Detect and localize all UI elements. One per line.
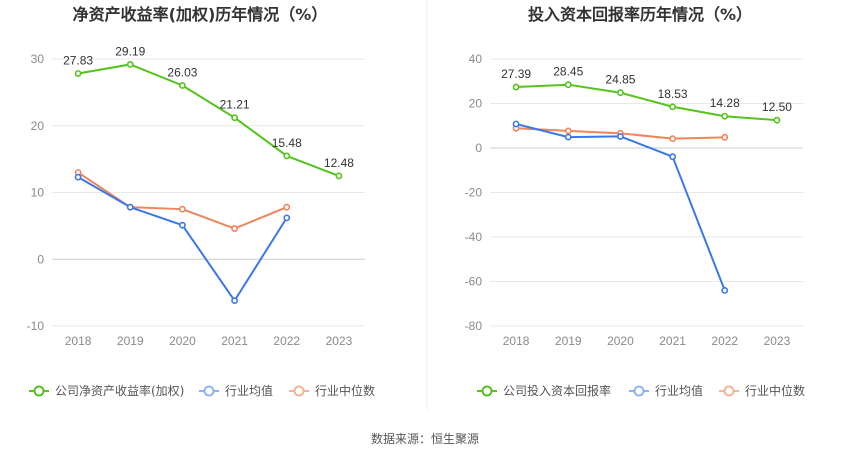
data-point: [283, 152, 291, 160]
legend-swatch-marker: [203, 385, 215, 397]
data-point: [669, 103, 676, 111]
legend-label: 行业均值: [225, 383, 273, 398]
legend-swatch-marker: [33, 385, 45, 397]
data-label: 12.50: [762, 100, 792, 114]
data-point: [179, 82, 186, 89]
legend-item-2[interactable]: 行业中位数: [719, 383, 805, 398]
x-tick-label: 2022: [711, 334, 738, 348]
data-point: [179, 205, 186, 213]
chart-title: 净资产收益率(加权)历年情况（%）: [73, 5, 328, 24]
data-label: 14.28: [710, 96, 740, 110]
x-tick-label: 2020: [169, 334, 196, 348]
data-point: [564, 81, 572, 89]
data-point: [721, 112, 729, 120]
legend-label: 行业均值: [655, 383, 703, 398]
data-point: [721, 133, 729, 141]
data-point: [283, 203, 291, 211]
legend-swatch-marker: [633, 385, 645, 397]
data-label: 21.21: [220, 98, 250, 112]
x-tick-label: 2022: [273, 334, 300, 348]
y-tick-label: -60: [465, 275, 483, 289]
y-tick-label: -80: [465, 319, 483, 333]
series-line-1: [515, 123, 726, 291]
legend-label: 公司投入资本回报率: [503, 383, 611, 398]
legend-label: 行业中位数: [315, 383, 375, 398]
data-point: [564, 127, 572, 135]
series-line-2: [77, 171, 288, 230]
y-tick-label: 40: [469, 52, 483, 66]
data-label: 18.53: [658, 87, 688, 101]
data-point: [126, 61, 134, 68]
data-point: [721, 286, 729, 294]
legend-item-2[interactable]: 行业中位数: [289, 383, 375, 398]
y-tick-label: 30: [31, 52, 45, 66]
data-label: 15.48: [272, 136, 302, 150]
y-tick-label: 0: [37, 252, 44, 266]
y-tick-label: -20: [465, 186, 483, 200]
data-label: 27.39: [501, 67, 531, 81]
x-tick-label: 2021: [221, 334, 248, 348]
y-tick-label: -40: [465, 230, 483, 244]
data-point: [773, 116, 781, 124]
y-tick-label: 10: [31, 186, 45, 200]
data-point: [74, 173, 82, 181]
data-source-note: 数据来源：恒生聚源: [371, 431, 479, 446]
data-point: [126, 203, 134, 211]
chart-roic: 投入资本回报率历年情况（%） 40 20 0 -20 -40 -60 -80 2018 2019 2…: [465, 5, 805, 398]
chart-title: 投入资本回报率历年情况（%）: [528, 5, 752, 24]
data-label: 29.19: [115, 44, 145, 58]
legend-swatch-marker: [481, 385, 493, 397]
data-point: [231, 225, 238, 232]
series-line-0: [77, 63, 340, 177]
data-point: [512, 120, 520, 128]
data-label: 26.03: [167, 65, 197, 79]
x-tick-label: 2018: [65, 334, 92, 348]
data-point: [335, 172, 343, 180]
data-label: 12.48: [324, 156, 354, 170]
legend-item-0[interactable]: 公司投入资本回报率: [477, 383, 611, 398]
data-label: 24.85: [605, 73, 635, 87]
x-tick-label: 2019: [555, 334, 582, 348]
legend-item-1[interactable]: 行业均值: [199, 383, 273, 398]
chart-roe: 净资产收益率(加权)历年情况（%） 30 20 10 0 -10 2018 2019 2020 2…: [27, 5, 375, 398]
legend-item-0[interactable]: 公司净资产收益率(加权): [29, 383, 184, 398]
data-label: 27.83: [63, 53, 93, 67]
y-tick-label: 20: [31, 119, 45, 133]
data-point: [231, 297, 238, 305]
data-label: 28.45: [553, 65, 583, 79]
x-tick-label: 2023: [326, 334, 353, 348]
data-point: [231, 114, 238, 122]
data-point: [74, 70, 82, 77]
data-point: [617, 89, 624, 97]
series-line-1: [77, 176, 288, 302]
data-point: [512, 83, 520, 91]
x-tick-label: 2021: [659, 334, 686, 348]
data-point: [669, 135, 676, 143]
y-tick-label: -10: [27, 319, 45, 333]
data-point: [564, 133, 572, 141]
legend-swatch-marker: [293, 385, 305, 397]
data-point: [617, 133, 624, 140]
legend-item-1[interactable]: 行业均值: [629, 383, 703, 398]
y-tick-label: 0: [475, 141, 482, 155]
data-point: [283, 214, 291, 222]
y-tick-label: 20: [469, 97, 483, 111]
legend-label: 公司净资产收益率(加权): [55, 383, 184, 398]
data-point: [179, 221, 186, 229]
x-tick-label: 2023: [764, 334, 791, 348]
x-tick-label: 2018: [503, 334, 530, 348]
data-point: [669, 153, 676, 161]
legend-label: 行业中位数: [745, 383, 805, 398]
legend-swatch-marker: [723, 385, 735, 397]
x-tick-label: 2019: [117, 334, 144, 348]
series-line-0: [516, 83, 777, 122]
x-tick-label: 2020: [607, 334, 634, 348]
